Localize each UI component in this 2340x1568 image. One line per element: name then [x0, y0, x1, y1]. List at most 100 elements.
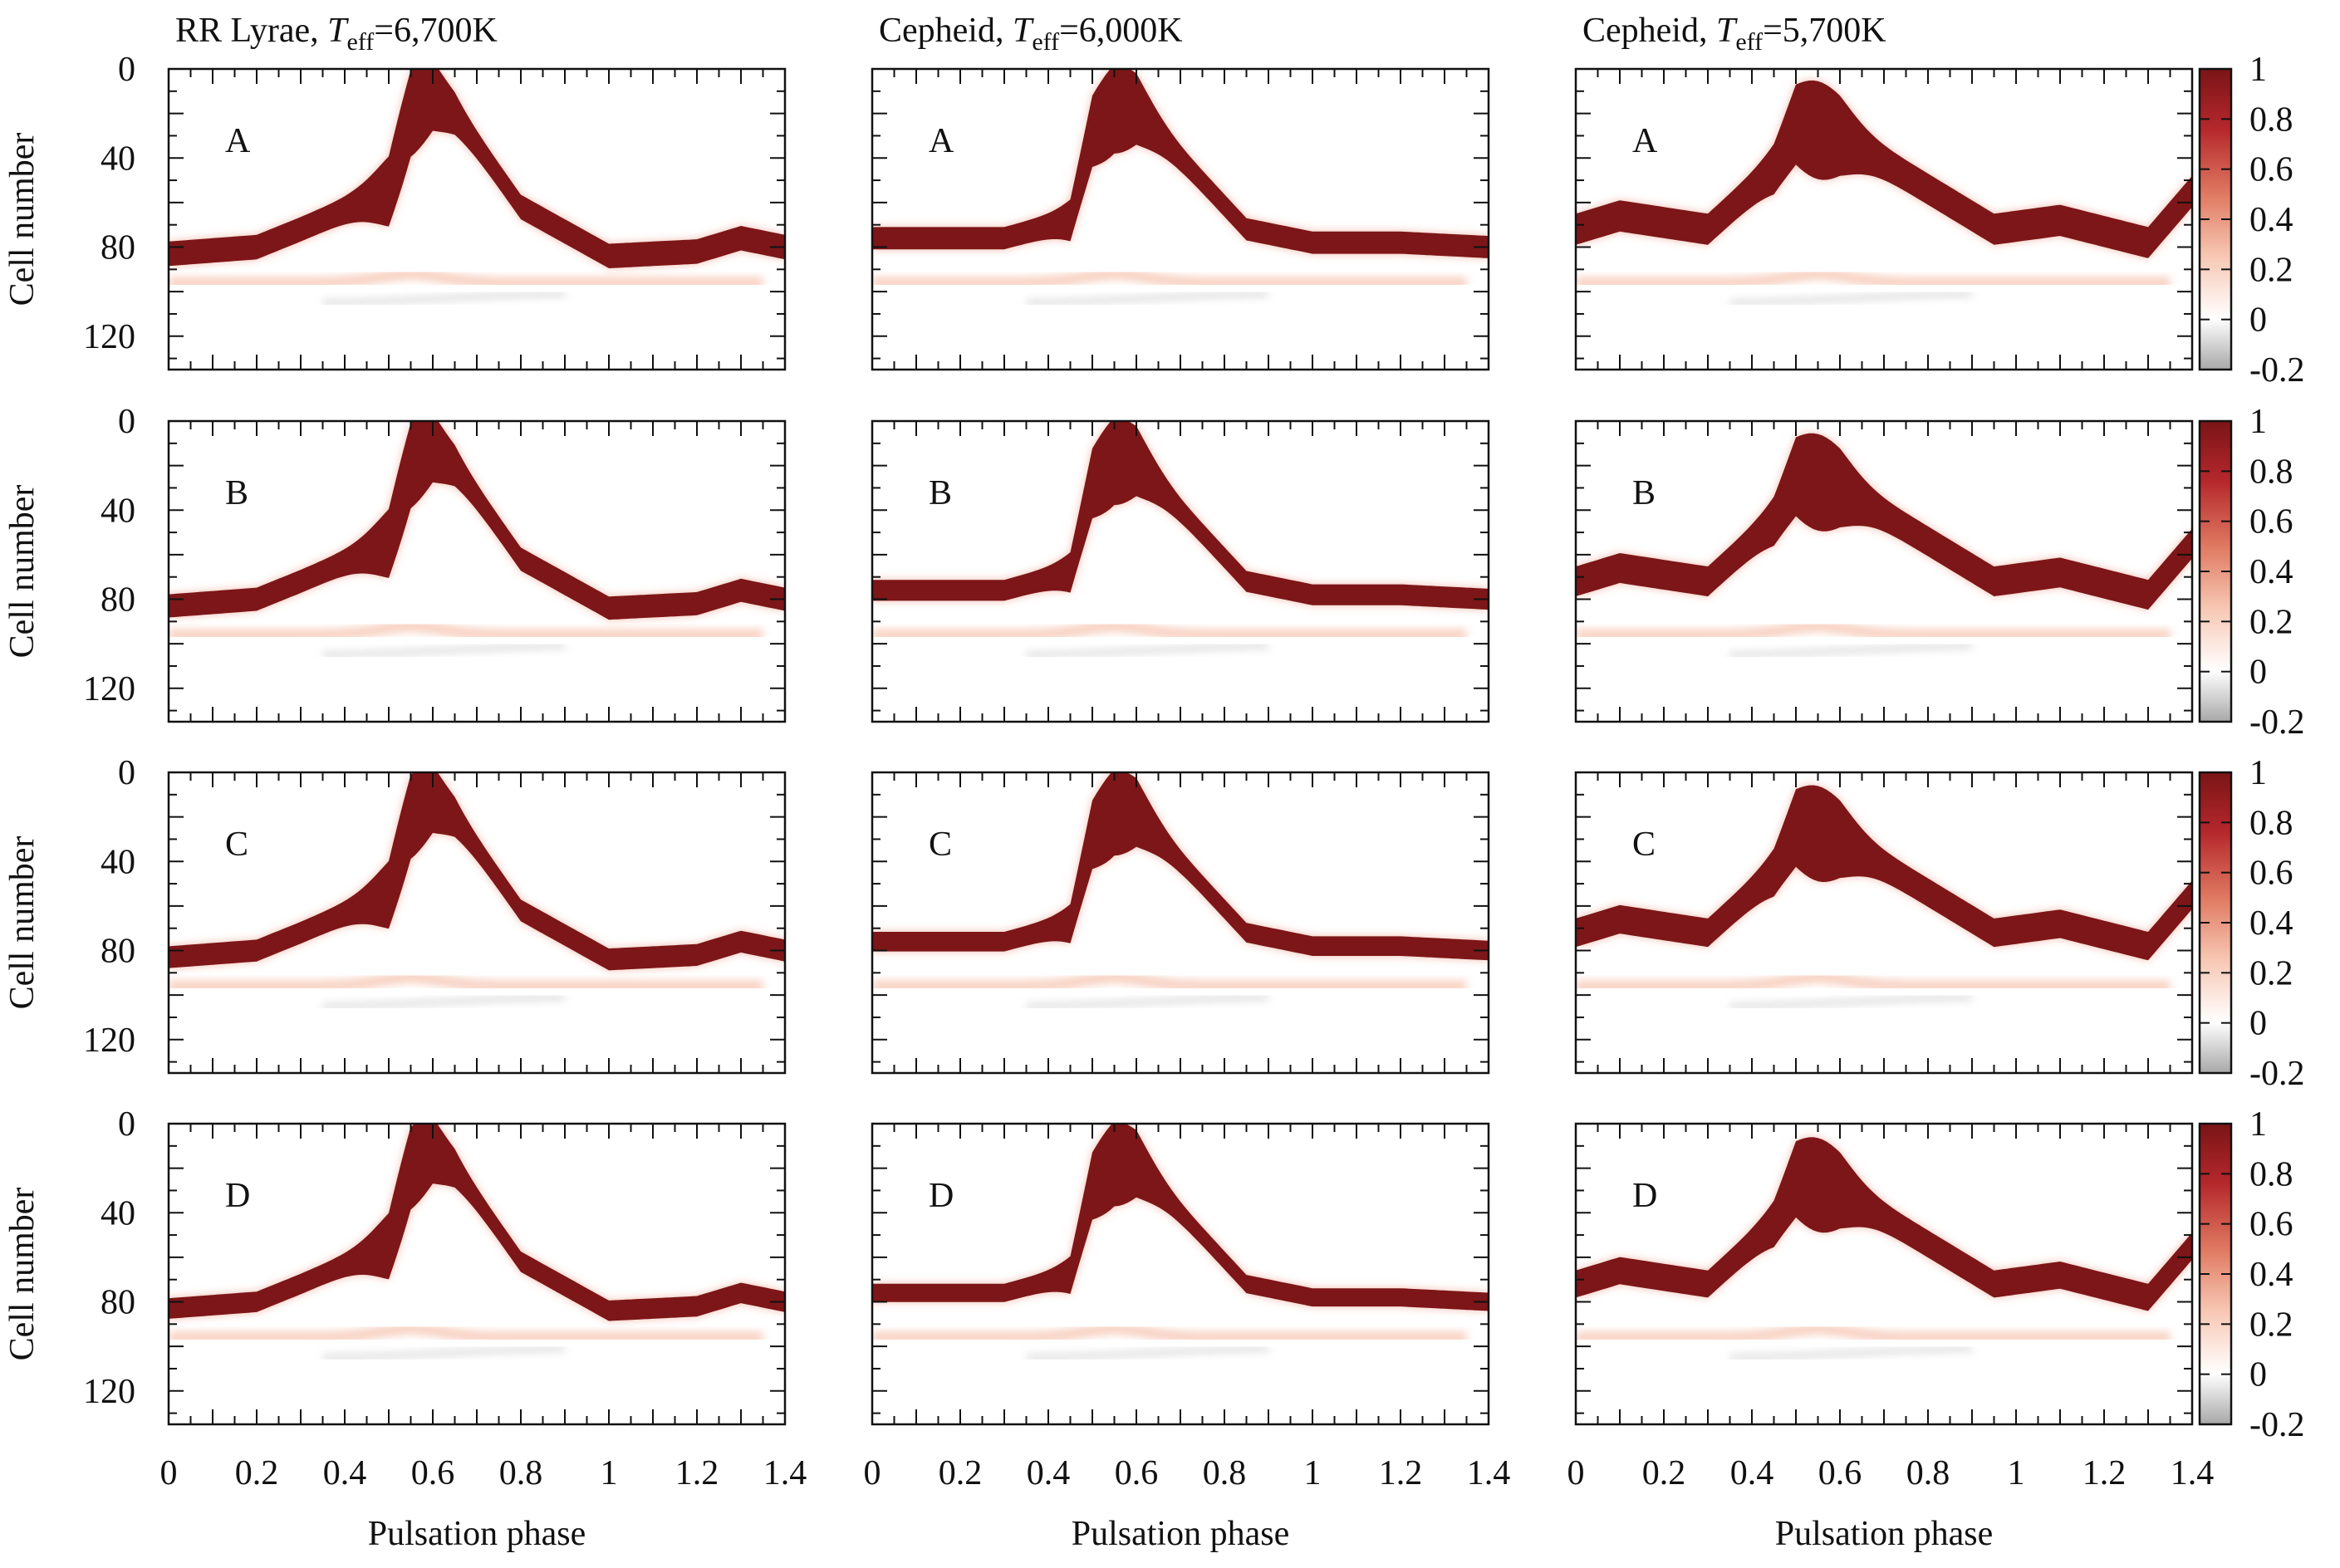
negative-band: [1729, 644, 1973, 658]
colorbar-tick-label: -0.2: [2249, 1406, 2305, 1444]
secondary-ridge: [169, 1322, 763, 1344]
ridge-core: [1576, 433, 2192, 610]
heatmap-panel: C: [1574, 771, 2194, 1075]
secondary-ridge: [872, 267, 1467, 289]
colorbar-tick-label: 0: [2249, 1005, 2267, 1043]
y-tick-label: 0: [118, 1105, 135, 1144]
y-tick-label: 40: [101, 492, 135, 530]
x-tick-label: 1.2: [675, 1454, 719, 1492]
colorbar-tick-label: 0: [2249, 654, 2267, 692]
x-tick-label: 0.4: [323, 1454, 367, 1492]
heatmap-panel: A: [1574, 67, 2194, 371]
row-label: D: [1632, 1177, 1657, 1215]
heatmap-panel: A: [871, 67, 1490, 371]
panel-frame: [167, 419, 787, 723]
x-tick-label: 0.4: [1730, 1454, 1774, 1492]
colorbar-tick-label: 0: [2249, 1356, 2267, 1394]
heatmap-panel: A: [167, 67, 787, 371]
column-title: Cepheid, Teff=6,000K: [879, 12, 1183, 56]
x-tick-label: 0.2: [939, 1454, 983, 1492]
panel-frame: [871, 771, 1490, 1075]
x-tick-label: 1.4: [1467, 1454, 1511, 1492]
x-tick-label: 0.8: [499, 1454, 543, 1492]
negative-band: [322, 995, 566, 1009]
secondary-ridge: [872, 620, 1467, 641]
heatmap-panel: B: [167, 419, 787, 723]
colorbar-tick-label: -0.2: [2249, 703, 2305, 742]
x-axis-label: Pulsation phase: [368, 1515, 586, 1553]
colorbar-tick-label: 0.8: [2249, 804, 2293, 842]
secondary-ridge: [1576, 620, 2171, 641]
y-axis-label: Cell number: [3, 836, 42, 1010]
column-title: Cepheid, Teff=5,700K: [1582, 12, 1886, 56]
row-label: B: [225, 474, 248, 512]
colorbar-tick-label: 0.4: [2249, 1256, 2293, 1294]
colorbar-tick-label: -0.2: [2249, 351, 2305, 390]
x-tick-label: 1: [2008, 1454, 2025, 1492]
ridge-core: [1576, 1137, 2192, 1311]
colorbar: 1 0.8 0.6 0.4 0.2 0 -0.2: [2198, 51, 2305, 390]
y-tick-label: 40: [101, 1194, 135, 1232]
colorbar-tick-label: 0.2: [2249, 1306, 2293, 1344]
ridge-core: [872, 421, 1489, 610]
y-axis-label: Cell number: [3, 1188, 42, 1361]
x-tick-label: 0: [160, 1454, 178, 1492]
colorbar-tick-label: 0.4: [2249, 904, 2293, 943]
colorbar-tick-label: 0.6: [2249, 1206, 2293, 1244]
ridge-core: [169, 1124, 785, 1321]
row-label: D: [225, 1177, 250, 1215]
colorbar-tick-label: 1: [2249, 1105, 2267, 1144]
heatmap-panel: D: [167, 1122, 787, 1426]
colorbar-tick-label: 1: [2249, 51, 2267, 89]
secondary-ridge: [872, 1322, 1467, 1344]
x-tick-label: 0.6: [1818, 1454, 1862, 1492]
secondary-ridge: [1576, 267, 2171, 289]
x-tick-label: 1.2: [1379, 1454, 1423, 1492]
heatmap-panel: B: [1574, 419, 2194, 723]
row-label: D: [929, 1177, 954, 1215]
colorbar-tick-label: 0.2: [2249, 251, 2293, 289]
x-tick-label: 0.2: [235, 1454, 279, 1492]
colorbar-tick-label: 0.4: [2249, 553, 2293, 591]
row-label: A: [1632, 122, 1658, 160]
panel-frame: [871, 1122, 1490, 1426]
panel-frame: [167, 67, 787, 371]
y-tick-label: 40: [101, 843, 135, 881]
y-axis-label: Cell number: [3, 133, 42, 306]
colorbar-tick-label: -0.2: [2249, 1055, 2305, 1093]
x-axis-label: Pulsation phase: [1072, 1515, 1289, 1553]
negative-band: [1729, 292, 1973, 306]
colorbar-tick-label: 0.8: [2249, 1155, 2293, 1193]
negative-band: [1026, 644, 1269, 658]
colorbar-tick-label: 0.6: [2249, 855, 2293, 893]
negative-band: [1026, 995, 1269, 1009]
ridge-core: [872, 69, 1489, 258]
ridge-core: [169, 421, 785, 620]
y-tick-label: 120: [83, 670, 135, 708]
panel-frame: [167, 1122, 787, 1426]
ridge-core: [1576, 80, 2192, 258]
negative-band: [1026, 292, 1269, 306]
y-axis-label: Cell number: [3, 485, 42, 659]
y-tick-label: 80: [101, 229, 135, 267]
x-tick-label: 0: [864, 1454, 881, 1492]
colorbar-tick-label: 1: [2249, 403, 2267, 441]
x-tick-label: 1: [601, 1454, 618, 1492]
x-tick-label: 1.4: [2171, 1454, 2215, 1492]
row-label: A: [929, 122, 954, 160]
y-tick-label: 0: [118, 754, 135, 792]
heatmap-panel: C: [871, 771, 1490, 1075]
secondary-ridge: [1576, 971, 2171, 992]
y-tick-label: 120: [83, 1373, 135, 1411]
ridge-core: [872, 772, 1489, 961]
row-label: C: [929, 826, 952, 864]
x-tick-label: 0: [1567, 1454, 1585, 1492]
colorbar-tick-label: 0.8: [2249, 100, 2293, 139]
negative-band: [322, 644, 566, 658]
heatmap-panel: C: [167, 771, 787, 1075]
row-label: C: [225, 826, 248, 864]
y-tick-label: 0: [118, 403, 135, 441]
negative-band: [1026, 1346, 1269, 1360]
panel-frame: [871, 67, 1490, 371]
